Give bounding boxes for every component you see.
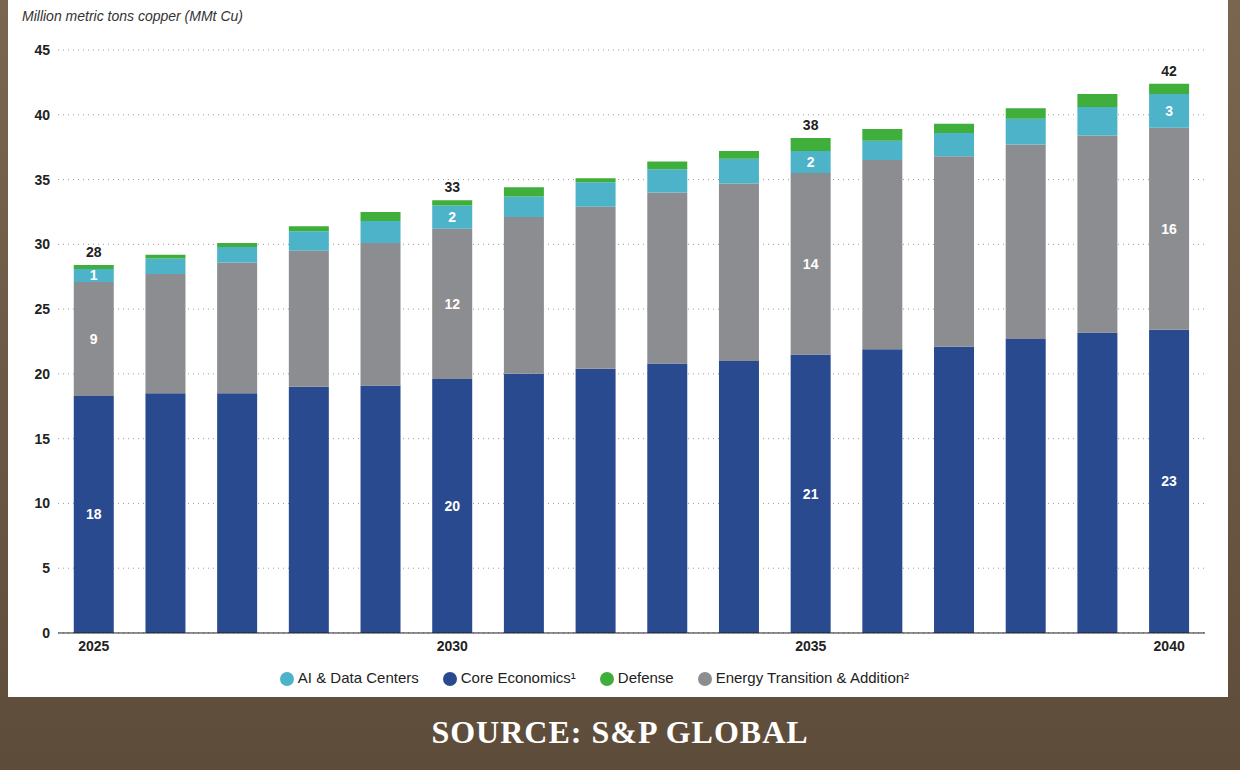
svg-text:42: 42 (1161, 63, 1177, 79)
html-text:AI & Data Centers: AI & Data Centers (297, 669, 419, 686)
svg-text:1: 1 (90, 267, 98, 283)
svg-text:33: 33 (444, 179, 460, 195)
svg-text:9: 9 (90, 331, 98, 347)
svg-text:2035: 2035 (795, 638, 826, 654)
svg-text:15: 15 (34, 431, 50, 447)
svg-text:16: 16 (1161, 221, 1177, 237)
svg-text:35: 35 (34, 172, 50, 188)
html-text:SOURCE: S&P GLOBAL: SOURCE: S&P GLOBAL (431, 714, 809, 750)
svg-text:45: 45 (34, 42, 50, 58)
svg-text:14: 14 (803, 256, 819, 272)
svg-text:40: 40 (34, 107, 50, 123)
svg-text:20: 20 (444, 498, 460, 514)
svg-text:0: 0 (42, 625, 50, 641)
svg-text:2030: 2030 (437, 638, 468, 654)
svg-text:2: 2 (807, 154, 815, 170)
svg-text:5: 5 (42, 560, 50, 576)
svg-text:21: 21 (803, 486, 819, 502)
svg-text:10: 10 (34, 495, 50, 511)
svg-text:20: 20 (34, 366, 50, 382)
svg-text:3: 3 (1165, 103, 1173, 119)
svg-text:25: 25 (34, 301, 50, 317)
svg-text:18: 18 (86, 506, 102, 522)
svg-text:12: 12 (444, 296, 460, 312)
html-text:Million metric tons copper (MM: Million metric tons copper (MMt Cu) (22, 8, 243, 24)
html-text:Energy Transition & Addition²: Energy Transition & Addition² (715, 669, 910, 686)
svg-text:2025: 2025 (78, 638, 109, 654)
html-text:Defense: Defense (617, 669, 674, 686)
svg-text:23: 23 (1161, 473, 1177, 489)
svg-text:38: 38 (803, 117, 819, 133)
svg-text:30: 30 (34, 236, 50, 252)
svg-text:2: 2 (448, 209, 456, 225)
html-text:Core Economics¹: Core Economics¹ (460, 669, 576, 686)
svg-text:28: 28 (86, 244, 102, 260)
svg-text:2040: 2040 (1154, 638, 1185, 654)
